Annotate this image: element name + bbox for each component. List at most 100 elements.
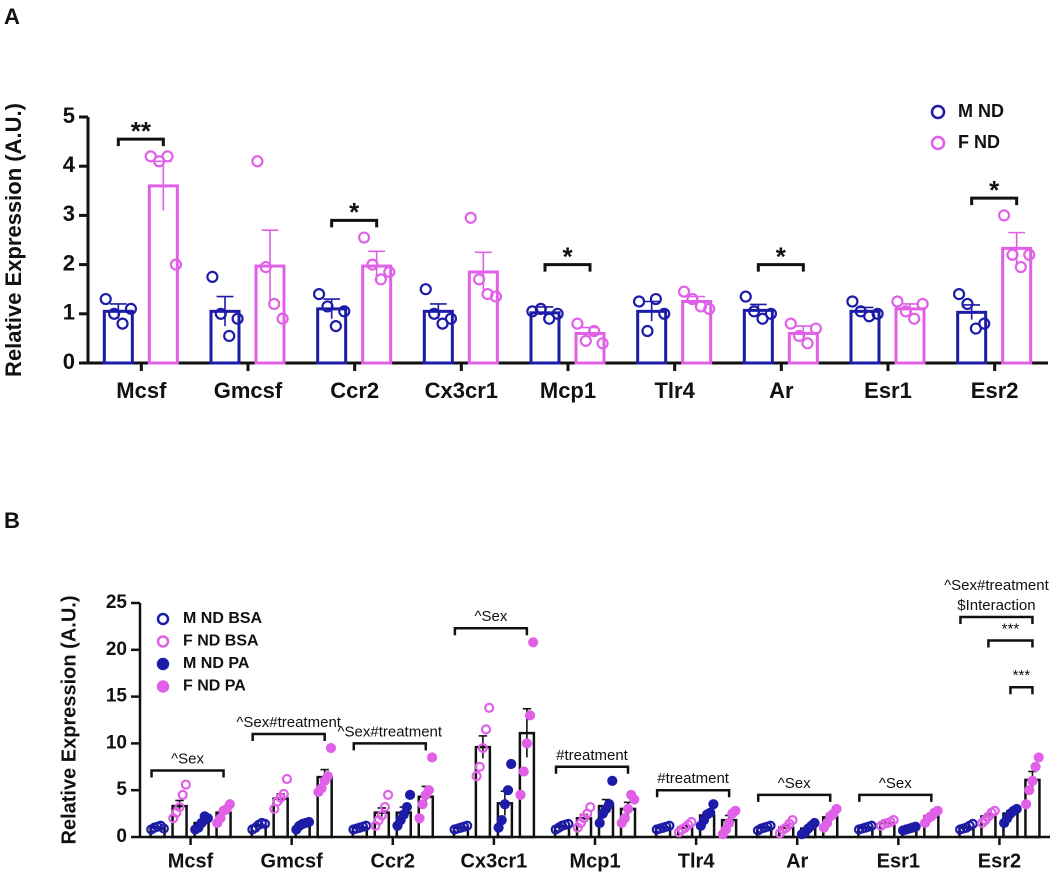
x-tick-label: Esr1 <box>864 378 912 403</box>
data-point <box>916 297 929 311</box>
significance-label: $Interaction <box>957 597 1035 614</box>
legend-label: F ND <box>958 132 1000 152</box>
bar <box>474 745 492 839</box>
significance-label: ^Sex <box>778 775 811 792</box>
data-point <box>708 799 719 810</box>
data-point <box>899 305 912 318</box>
data-point <box>180 779 191 790</box>
x-tick-label: Tlr4 <box>654 378 695 403</box>
data-point <box>686 816 697 828</box>
data-point <box>641 324 654 338</box>
data-point <box>932 805 943 816</box>
data-point <box>477 742 488 754</box>
data-point <box>888 815 899 826</box>
legend-marker <box>930 104 946 120</box>
data-point <box>571 317 584 330</box>
data-point <box>784 317 797 330</box>
data-point <box>748 305 761 318</box>
data-point <box>464 211 477 224</box>
y-tick-label: 3 <box>63 201 75 226</box>
data-point <box>312 288 326 301</box>
data-point <box>563 818 574 829</box>
data-point <box>360 820 372 831</box>
data-point <box>528 637 539 648</box>
legend-label: F ND PA <box>183 678 246 695</box>
significance-bracket <box>987 639 1034 648</box>
y-tick-label: 10 <box>106 732 127 753</box>
data-point <box>214 307 227 320</box>
data-point <box>444 312 458 325</box>
significance-bracket <box>116 137 165 147</box>
data-point <box>764 307 778 320</box>
legend-label: M ND <box>958 101 1004 121</box>
data-point <box>382 789 394 800</box>
bar <box>422 309 454 365</box>
x-tick-label: Esr1 <box>877 850 920 872</box>
significance-bracket <box>858 793 933 802</box>
y-tick-label: 20 <box>106 639 127 660</box>
data-point <box>99 292 112 306</box>
data-point <box>423 785 435 796</box>
data-point <box>202 813 213 824</box>
x-tick-label: Mcsf <box>116 378 167 403</box>
y-axis-label: Relative Expression (A.U.) <box>58 596 80 845</box>
data-point <box>579 334 592 347</box>
data-point <box>426 752 438 763</box>
x-tick-label: Ccr2 <box>330 378 379 403</box>
data-point <box>978 317 991 330</box>
data-point <box>489 290 503 303</box>
significance-bracket <box>251 732 326 742</box>
data-point <box>417 799 428 810</box>
data-point <box>703 302 716 315</box>
data-point <box>278 788 289 800</box>
data-point <box>223 329 236 343</box>
bar <box>147 184 179 365</box>
y-tick-label: 25 <box>106 592 128 613</box>
data-point <box>765 820 776 831</box>
data-point <box>1024 785 1035 796</box>
data-point <box>158 823 169 834</box>
legend-label: M ND BSA <box>183 610 263 627</box>
significance-label: * <box>776 241 787 271</box>
significance-bracket <box>756 793 832 802</box>
x-tick-label: Esr2 <box>978 850 1021 872</box>
data-point <box>967 818 978 829</box>
data-point <box>524 710 536 721</box>
significance-label: ^Sex <box>171 751 204 768</box>
significance-bracket <box>352 742 428 751</box>
data-point <box>1030 761 1041 772</box>
data-point <box>174 801 185 813</box>
y-tick-label: 2 <box>63 250 75 275</box>
data-point <box>374 273 387 286</box>
data-point <box>161 150 174 163</box>
legend-marker <box>156 612 170 626</box>
legend-label: M ND PA <box>183 655 250 672</box>
data-point <box>801 337 814 350</box>
data-point <box>259 260 272 274</box>
y-axis-label: Relative Expression (A.U.) <box>1 103 26 377</box>
x-tick-label: Mcp1 <box>569 850 620 872</box>
data-point <box>206 270 219 283</box>
data-point <box>471 771 482 782</box>
data-point <box>585 801 596 813</box>
y-tick-label: 1 <box>63 300 75 325</box>
y-tick-label: 5 <box>63 103 75 128</box>
data-point <box>1023 248 1036 261</box>
legend-marker <box>156 680 170 693</box>
data-point <box>871 307 884 320</box>
significance-bracket <box>330 218 379 228</box>
x-tick-label: Gmcsf <box>214 378 283 403</box>
x-tick-label: Esr2 <box>971 378 1019 403</box>
data-point <box>462 820 473 831</box>
data-point <box>1021 799 1032 810</box>
data-point <box>739 290 752 303</box>
significance-bracket <box>554 765 630 774</box>
data-point <box>338 305 351 318</box>
data-point <box>658 307 671 320</box>
data-point <box>518 766 529 777</box>
data-point <box>428 307 441 320</box>
significance-bracket <box>970 196 1019 206</box>
x-tick-label: Cx3cr1 <box>425 378 498 403</box>
data-point <box>480 724 492 735</box>
